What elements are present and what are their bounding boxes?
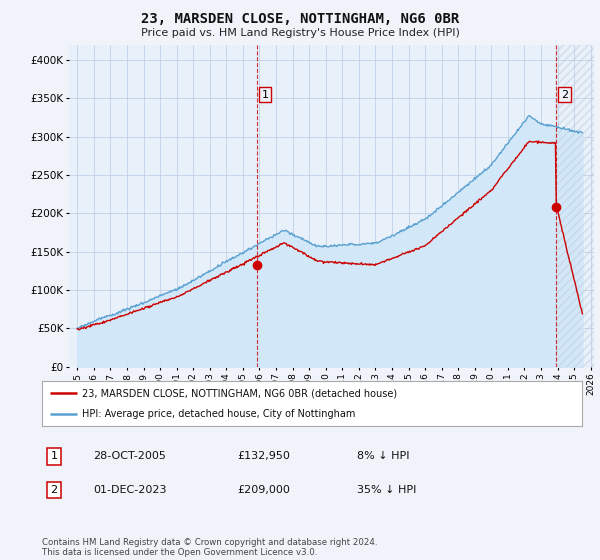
Text: 01-DEC-2023: 01-DEC-2023 xyxy=(93,485,167,495)
Text: 1: 1 xyxy=(262,90,269,100)
Text: Contains HM Land Registry data © Crown copyright and database right 2024.
This d: Contains HM Land Registry data © Crown c… xyxy=(42,538,377,557)
Text: 23, MARSDEN CLOSE, NOTTINGHAM, NG6 0BR (detached house): 23, MARSDEN CLOSE, NOTTINGHAM, NG6 0BR (… xyxy=(83,388,398,398)
Text: 2: 2 xyxy=(50,485,58,495)
Text: Price paid vs. HM Land Registry's House Price Index (HPI): Price paid vs. HM Land Registry's House … xyxy=(140,28,460,38)
Text: 1: 1 xyxy=(50,451,58,461)
Text: £209,000: £209,000 xyxy=(237,485,290,495)
Text: 2: 2 xyxy=(561,90,568,100)
Text: 35% ↓ HPI: 35% ↓ HPI xyxy=(357,485,416,495)
Text: HPI: Average price, detached house, City of Nottingham: HPI: Average price, detached house, City… xyxy=(83,409,356,419)
Text: £132,950: £132,950 xyxy=(237,451,290,461)
Text: 8% ↓ HPI: 8% ↓ HPI xyxy=(357,451,409,461)
Text: 28-OCT-2005: 28-OCT-2005 xyxy=(93,451,166,461)
Text: 23, MARSDEN CLOSE, NOTTINGHAM, NG6 0BR: 23, MARSDEN CLOSE, NOTTINGHAM, NG6 0BR xyxy=(141,12,459,26)
